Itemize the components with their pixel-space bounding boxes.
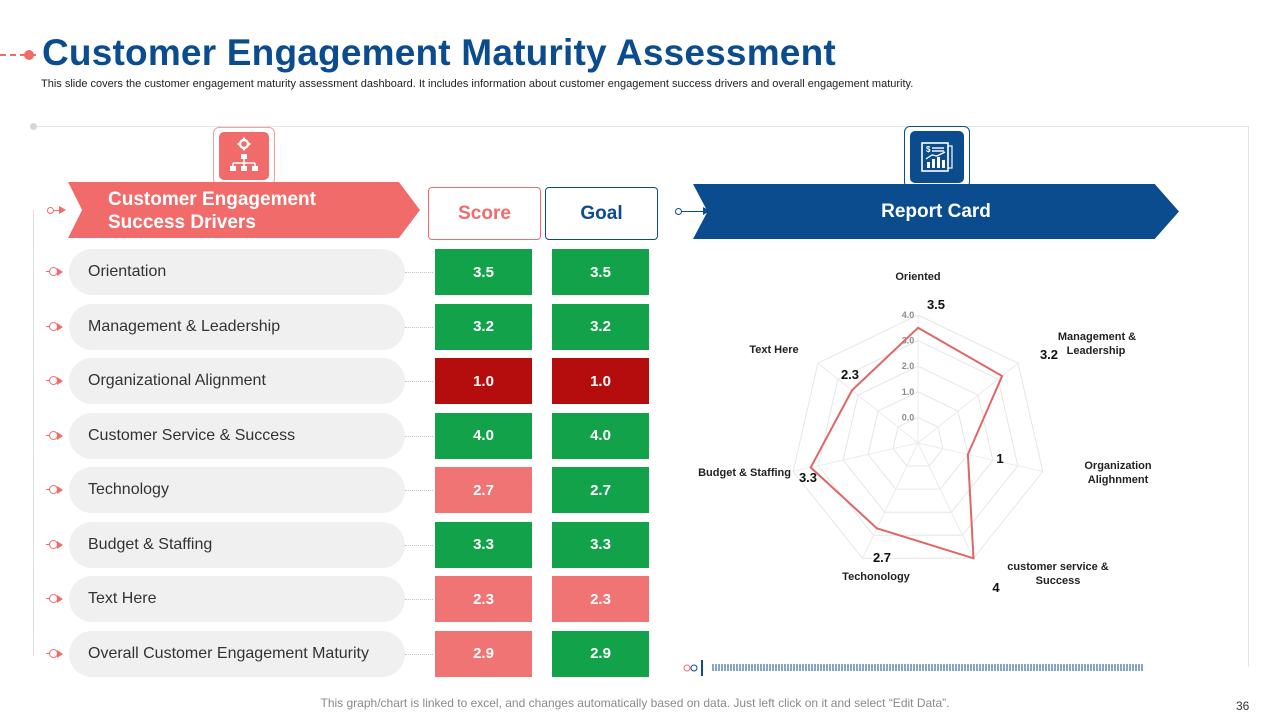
radar-tick-label: 3.0	[902, 336, 915, 346]
radar-value-label: 2.7	[873, 550, 891, 565]
radar-axis-label: Techonology	[842, 571, 911, 583]
radar-spoke	[793, 442, 919, 472]
report-banner-arrow	[675, 207, 710, 215]
score-cell: 2.3	[435, 576, 532, 622]
content-frame	[33, 126, 1249, 667]
left-connector-line	[33, 210, 34, 656]
page-number: 36	[1236, 699, 1250, 713]
radar-grid-ring	[892, 416, 944, 467]
score-cell: 3.3	[435, 521, 532, 568]
radar-axis-label: Management & Leadership	[1058, 331, 1136, 357]
goal-header: Goal	[545, 187, 658, 240]
goal-cell: 2.7	[552, 467, 649, 513]
goal-cell: 3.3	[552, 521, 649, 568]
radar-grid-ring	[792, 314, 1044, 559]
radar-tick-label: 4.0	[902, 310, 915, 320]
radar-spoke	[862, 442, 919, 559]
report-card-banner	[693, 184, 1179, 239]
footer-note: This graph/chart is linked to excel, and…	[320, 696, 950, 710]
radar-value-label: 3.2	[1040, 347, 1058, 362]
radar-grid-ring	[842, 365, 994, 513]
row-marker-icon	[46, 430, 63, 441]
radar-axis-label: Organization Alighnment	[1084, 460, 1152, 486]
driver-label: Technology	[69, 467, 405, 513]
page-subtitle: This slide covers the customer engagemen…	[41, 78, 914, 90]
driver-label: Budget & Staffing	[69, 521, 405, 568]
driver-label: Overall Customer Engagement Maturity	[69, 630, 405, 677]
row-marker-icon	[46, 267, 63, 277]
radar-value-label: 3.3	[799, 470, 817, 485]
radar-grid-ring	[817, 340, 1019, 536]
radar-tick-label: 2.0	[902, 361, 915, 371]
row-connector	[405, 272, 433, 273]
row-connector	[405, 490, 433, 491]
radar-spoke	[917, 442, 974, 559]
score-cell: 2.7	[435, 467, 532, 513]
row-marker-icon	[46, 321, 63, 332]
frame-corner-dot	[30, 123, 37, 130]
report-icon-box: $	[904, 126, 970, 188]
driver-label: Organizational Alignment	[69, 358, 405, 404]
radar-value-label: 4	[992, 580, 1000, 595]
row-marker-icon	[46, 594, 63, 604]
radar-axis-label: Budget & Staffing	[698, 467, 791, 479]
goal-cell: 3.5	[552, 249, 649, 295]
row-connector	[405, 544, 433, 546]
radar-tick-label: 1.0	[902, 387, 915, 397]
goal-cell: 4.0	[552, 412, 649, 459]
row-marker-icon	[46, 376, 63, 386]
title-decoration	[0, 54, 36, 56]
row-marker-icon	[46, 539, 63, 550]
score-cell: 3.5	[435, 249, 532, 295]
goal-cell: 1.0	[552, 358, 649, 404]
radar-axis-label: Text Here	[749, 344, 798, 356]
driver-label: Text Here	[69, 576, 405, 622]
radar-value-label: 2.3	[841, 367, 859, 382]
row-marker-icon	[46, 648, 63, 659]
row-connector	[405, 381, 433, 382]
radar-chart: 0.0 1.0 2.0 3.0 4.0 Oriented 3.5 Management & Le…	[698, 271, 1152, 595]
drivers-icon-box	[213, 127, 275, 185]
radar-axis-label: Oriented	[895, 271, 940, 283]
score-cell: 2.9	[435, 630, 532, 677]
score-cell: 4.0	[435, 412, 532, 459]
driver-label: Orientation	[69, 249, 405, 295]
radar-spoke	[917, 442, 1043, 472]
score-cell: 1.0	[435, 358, 532, 404]
radar-series-line	[809, 326, 1004, 560]
row-connector	[405, 326, 433, 328]
report-card-label: Report Card	[881, 200, 991, 222]
org-chart-gear-icon	[230, 137, 258, 171]
driver-label: Management & Leadership	[69, 303, 405, 350]
radar-tick-label: 0.0	[902, 412, 915, 422]
radar-value-label: 1	[996, 451, 1003, 466]
title-decoration-dot	[24, 50, 34, 60]
radar-value-label: 3.5	[927, 297, 945, 312]
svg-text:$: $	[926, 145, 931, 154]
page-title: Customer Engagement Maturity Assessment	[42, 32, 836, 73]
drivers-banner	[68, 182, 420, 238]
radar-spoke	[817, 362, 919, 444]
goal-cell: 2.9	[552, 630, 649, 677]
driver-label: Customer Service & Success	[69, 412, 405, 459]
goal-cell: 3.2	[552, 303, 649, 350]
score-header: Score	[428, 187, 541, 240]
radar-grid-ring	[867, 391, 969, 490]
goal-cell: 2.3	[552, 576, 649, 622]
score-cell: 3.2	[435, 303, 532, 350]
row-connector	[405, 653, 433, 655]
radar-axis-label: customer service & Success	[1007, 561, 1109, 587]
drivers-banner-arrow	[47, 206, 66, 214]
row-connector	[405, 599, 433, 600]
row-marker-icon	[46, 485, 63, 495]
drivers-banner-label: Customer Engagement Success Drivers	[108, 189, 316, 233]
row-connector	[405, 435, 433, 437]
bottom-decoration	[683, 660, 1143, 676]
report-document-chart-icon: $	[921, 142, 953, 172]
